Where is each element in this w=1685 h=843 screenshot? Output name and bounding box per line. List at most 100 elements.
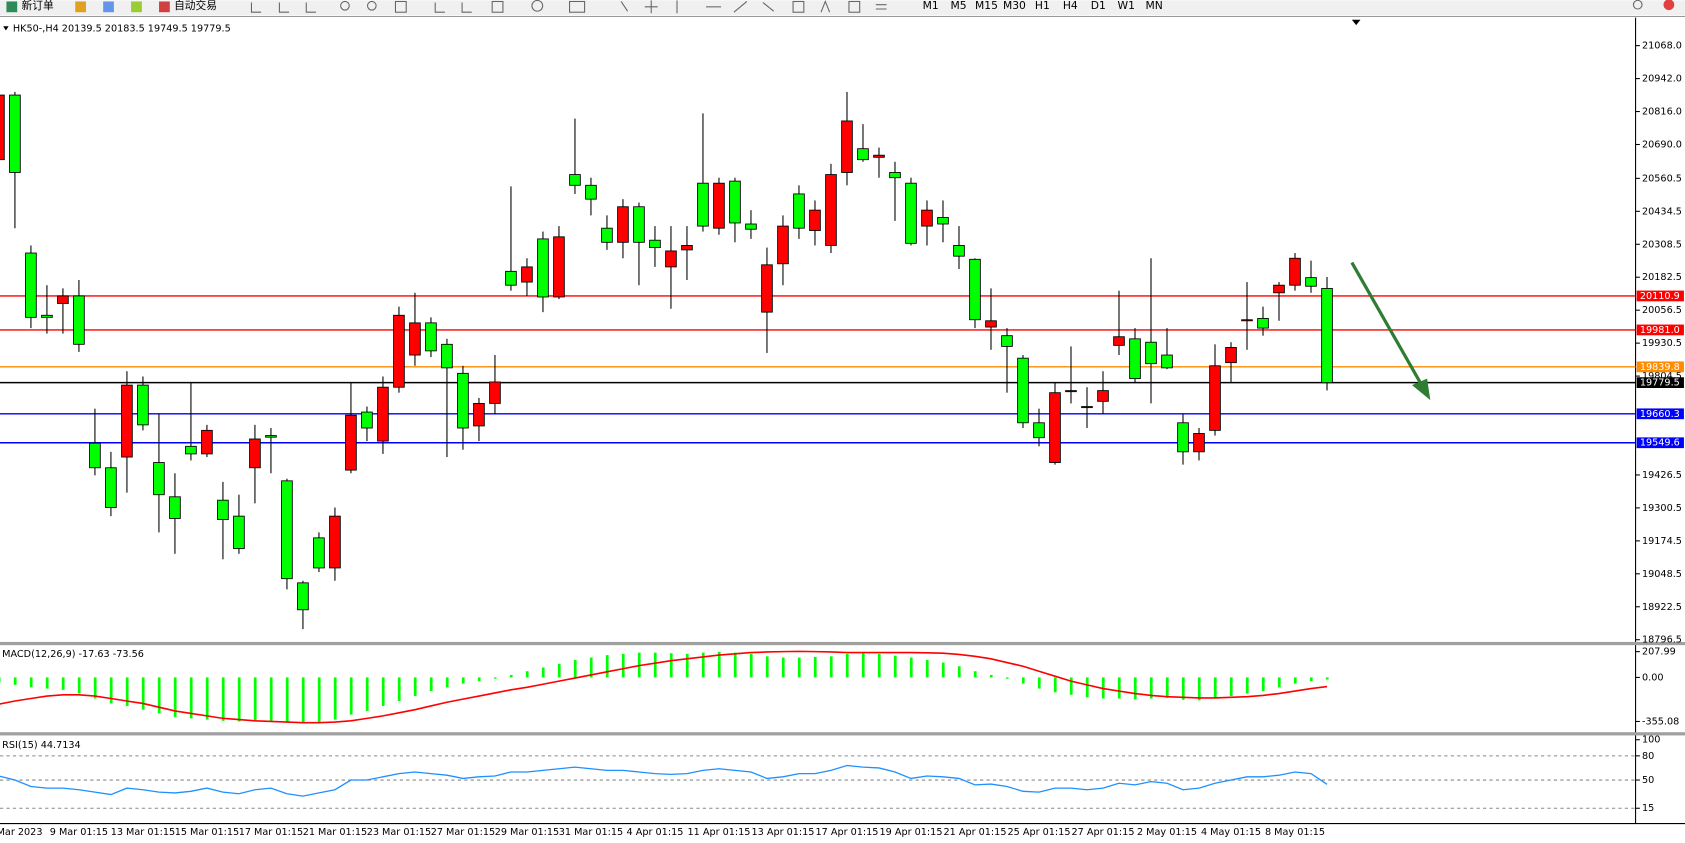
candle-body (953, 245, 965, 257)
notification-badge[interactable] (1663, 0, 1675, 11)
price-level-box (1636, 361, 1684, 373)
collapse-icon[interactable] (3, 26, 9, 31)
x-tick-label: 19 Apr 01:15 (880, 827, 943, 838)
signal-line (0, 650, 1328, 724)
icon[interactable] (340, 0, 350, 11)
timeframe-button[interactable]: H4 (1063, 0, 1078, 12)
icon[interactable] (366, 0, 377, 11)
icon[interactable] (461, 2, 472, 13)
price-level-box (1636, 290, 1684, 302)
candle-body (1017, 357, 1029, 424)
search-icon[interactable] (1632, 0, 1643, 10)
arrow-head (1412, 378, 1431, 401)
icon[interactable] (644, 0, 658, 14)
candle-body (601, 227, 613, 243)
macd-bar (893, 655, 897, 678)
timeframe-button[interactable]: M5 (951, 0, 967, 12)
price-level-label: 19779.5 (1640, 378, 1680, 389)
y-tick-label: 20942.0 (1642, 74, 1682, 85)
macd-bar (1085, 677, 1089, 698)
x-tick-label: 8 May 01:15 (1265, 827, 1325, 838)
macd-bar (1053, 677, 1057, 693)
icon[interactable] (848, 0, 861, 13)
icon[interactable] (820, 0, 831, 13)
icon[interactable] (875, 4, 887, 10)
icon[interactable] (434, 2, 445, 13)
x-tick-label: 13 Apr 01:15 (751, 827, 814, 838)
y-tick-label: 18796.5 (1642, 635, 1682, 646)
new-order-button[interactable]: 新订单 (21, 0, 53, 12)
macd-bar (1229, 677, 1233, 697)
y-tick-label: 19174.5 (1642, 536, 1682, 547)
icon[interactable] (620, 1, 629, 12)
macd-bar (1261, 677, 1265, 692)
macd-bar (605, 655, 609, 678)
icon[interactable] (305, 2, 316, 13)
candle-body (505, 270, 517, 286)
icon[interactable] (569, 0, 586, 13)
tool-icons (250, 0, 1643, 14)
x-tick-label: 17 Mar 01:15 (239, 827, 303, 838)
candle-body (217, 499, 229, 520)
icon[interactable] (6, 1, 18, 13)
macd-bar (925, 660, 929, 678)
macd-bar (717, 651, 721, 678)
candle-body (889, 172, 901, 179)
candle-body (809, 209, 821, 231)
timeframe-button[interactable]: W1 (1117, 0, 1134, 12)
icon[interactable] (278, 2, 290, 13)
candle-body (1001, 335, 1013, 347)
panel-separator (0, 641, 1685, 646)
candle-body (153, 462, 165, 496)
icon[interactable] (733, 1, 748, 13)
y-tick-label: 20560.5 (1642, 173, 1682, 184)
macd-bar (1325, 677, 1329, 680)
timeframe-button[interactable]: M15 (975, 0, 998, 12)
macd-bar (205, 677, 209, 720)
timeframe-button[interactable]: H1 (1035, 0, 1050, 12)
y-tick-label: 20182.5 (1642, 272, 1682, 283)
timeframe-button[interactable]: D1 (1091, 0, 1106, 12)
candle-body (745, 223, 757, 230)
candle-body (1161, 354, 1173, 369)
icon[interactable] (75, 1, 86, 13)
macd-bar (781, 657, 785, 678)
icon[interactable] (250, 2, 262, 13)
macd-bar (653, 652, 657, 678)
icon[interactable] (491, 0, 504, 13)
macd-bar (621, 653, 625, 678)
candle-body (169, 496, 181, 519)
rsi-line (0, 764, 1328, 797)
macd-bar (237, 677, 241, 722)
price-level-label: 20110.9 (1640, 291, 1680, 302)
macd-bar (877, 653, 881, 678)
candle-body (329, 515, 341, 569)
macd-bar (541, 667, 545, 678)
timeframe-button[interactable]: M1 (923, 0, 939, 12)
timeframe-button[interactable]: MN (1145, 0, 1162, 12)
x-tick-label: 2 May 01:15 (1137, 827, 1197, 838)
shift-marker (1351, 19, 1361, 26)
candle-body (41, 314, 53, 318)
icon[interactable] (531, 0, 544, 12)
macd-bar (669, 653, 673, 678)
icon[interactable] (762, 2, 775, 12)
auto-trading-button[interactable]: 自动交易 (174, 0, 217, 12)
toolbar-bg (0, 0, 1685, 16)
icon[interactable] (103, 1, 114, 13)
y-tick-label: 20816.0 (1642, 107, 1682, 118)
candle-body (1225, 347, 1237, 364)
candle-body (665, 250, 677, 268)
icon[interactable] (792, 0, 805, 13)
icon[interactable] (131, 1, 142, 13)
icon[interactable] (394, 0, 407, 13)
macd-bar (189, 677, 193, 719)
candle-body (873, 154, 885, 158)
candle-body (1065, 390, 1077, 393)
timeframe-button[interactable]: M30 (1003, 0, 1026, 12)
icon[interactable] (159, 1, 170, 13)
macd-bar (0, 677, 1, 683)
candle-body (969, 258, 981, 321)
